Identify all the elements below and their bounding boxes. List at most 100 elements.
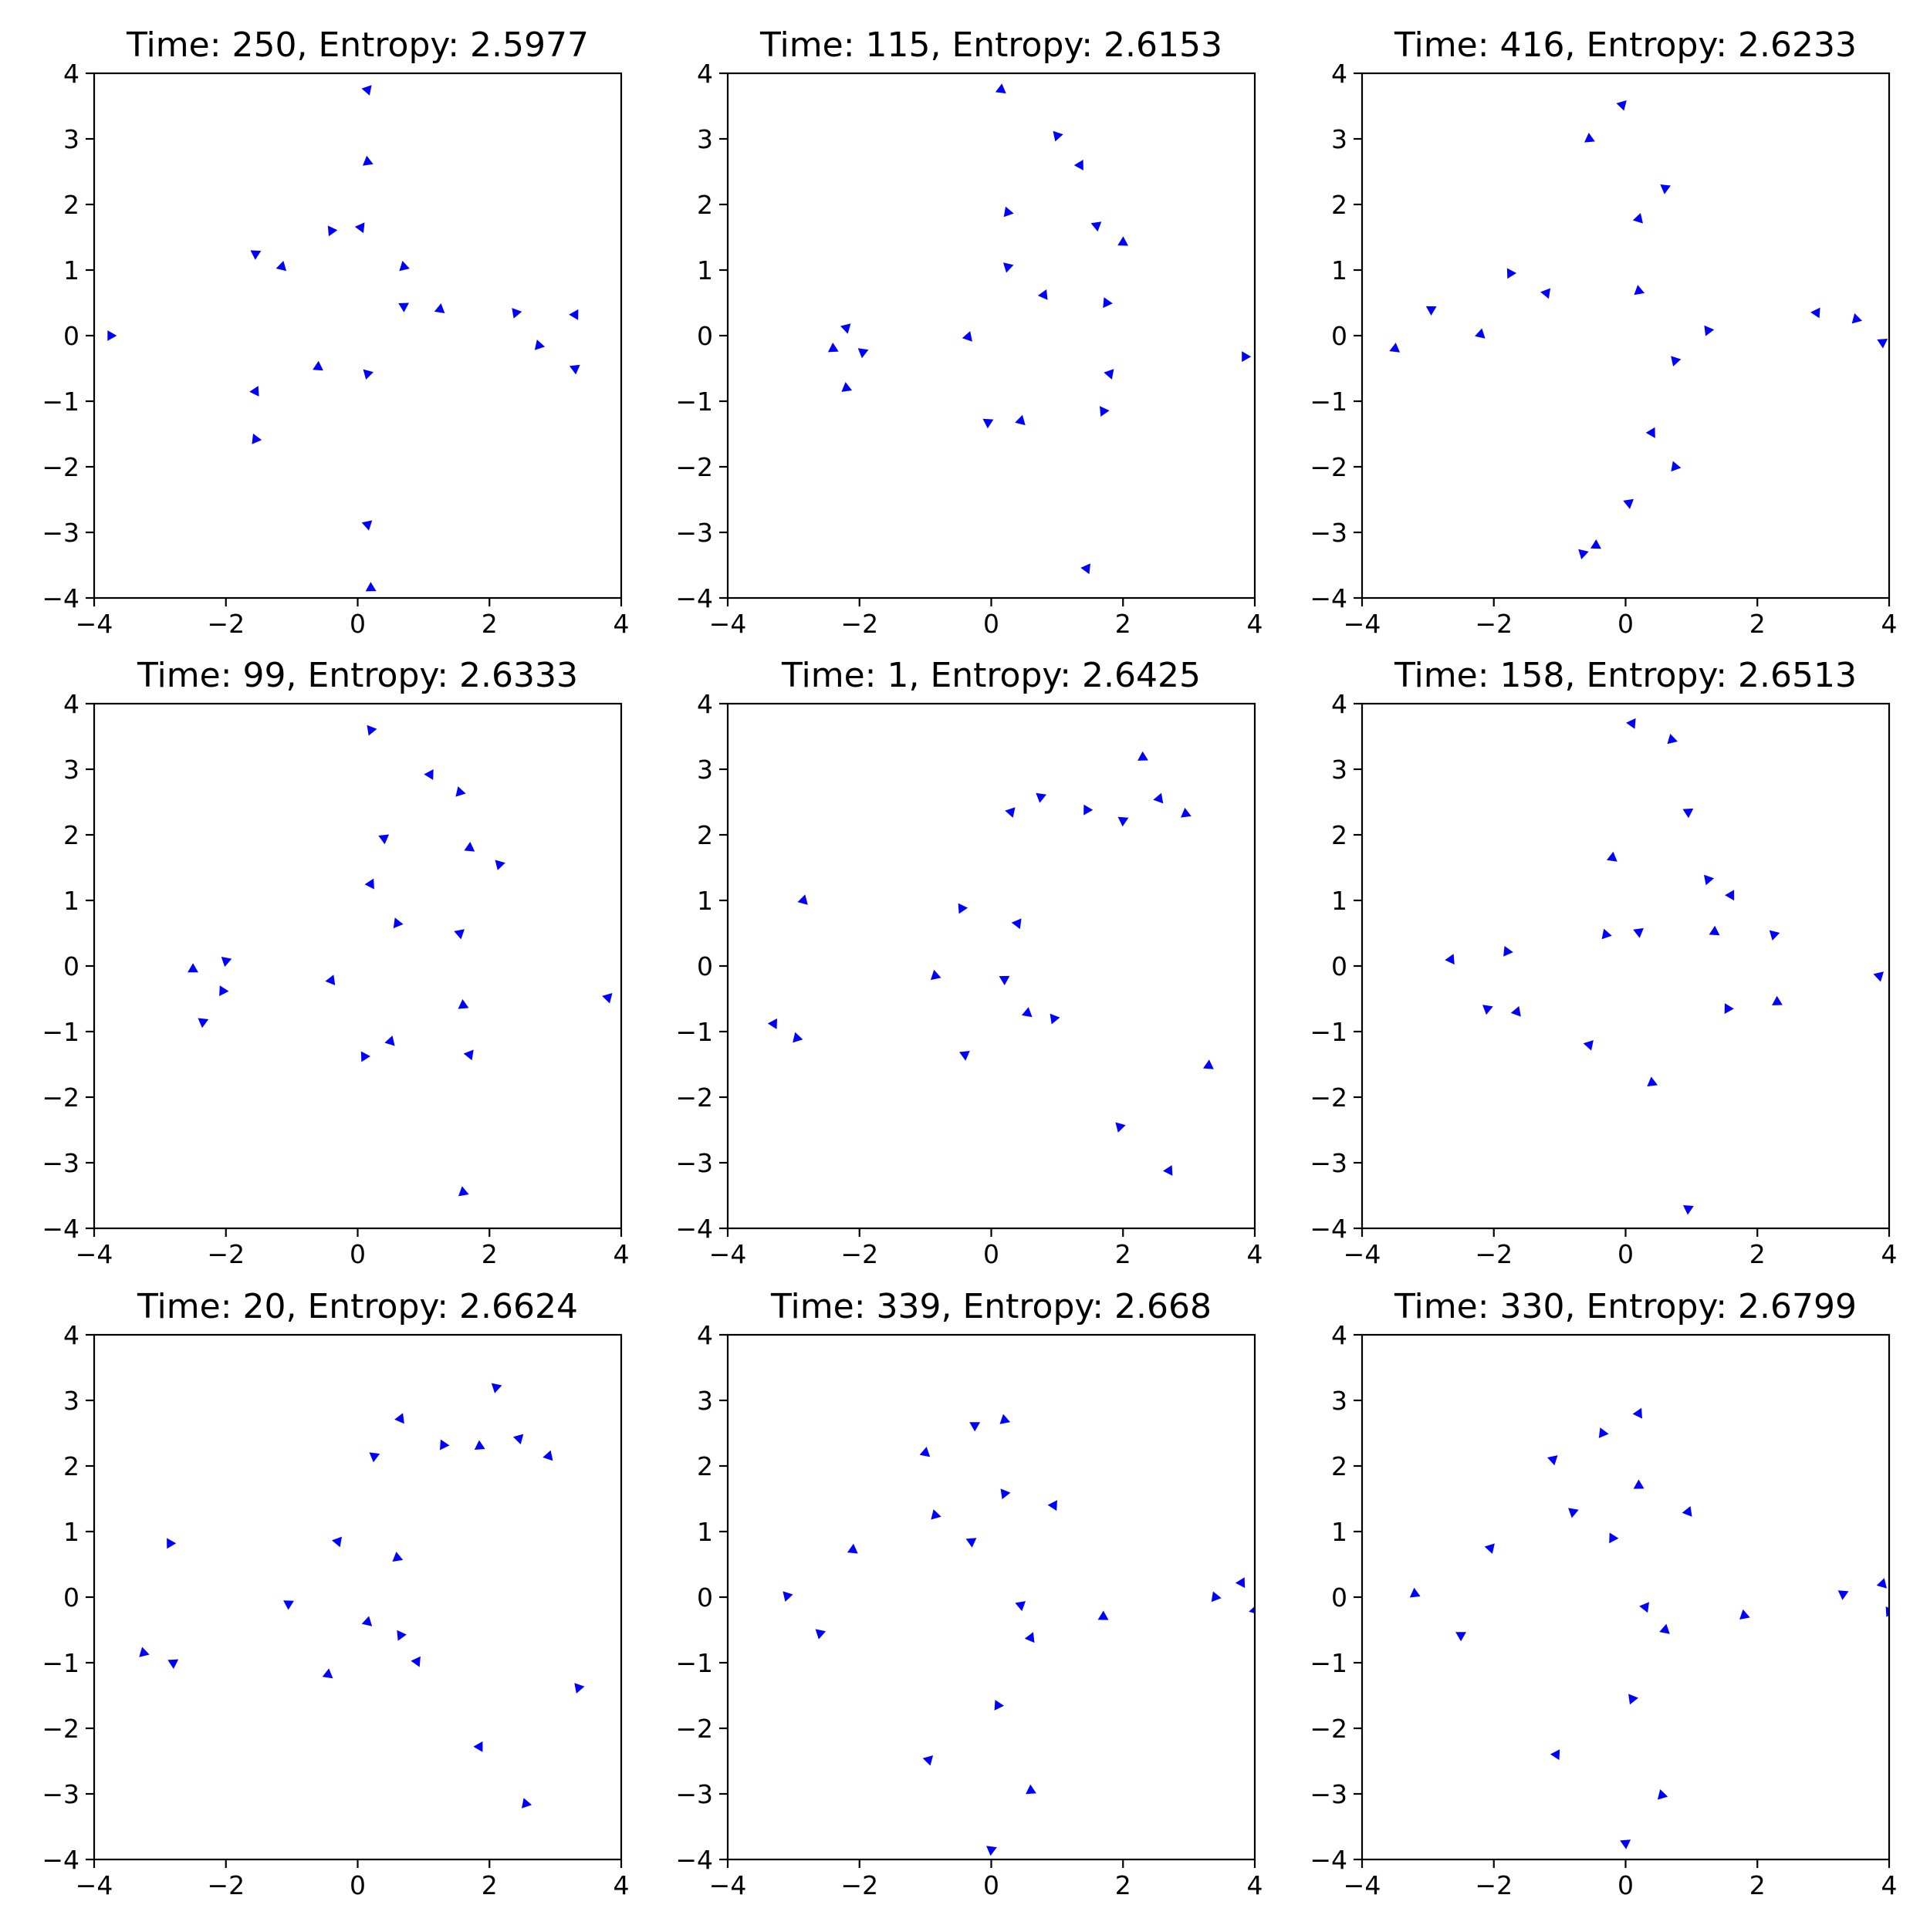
data-point [965,1538,977,1548]
data-point [1024,1632,1035,1643]
data-point [1103,297,1113,309]
data-point [1632,213,1643,224]
subplot-title: Time: 158, Entropy: 2.6513 [1394,656,1857,695]
y-tick-label: 3 [63,755,79,785]
y-tick-label: 3 [63,1386,79,1416]
y-tick-label: 1 [63,886,79,916]
data-point [458,999,469,1009]
subplot-5: Time: 1, Entropy: 2.6425 −4 −2 0 2 4 4 3 2 1 0 −1 −2… [675,656,1263,1269]
y-tick-label: −3 [42,518,79,548]
data-point [969,1422,981,1432]
data-point [1015,414,1026,426]
data-point [857,348,869,359]
axes-frame [93,1333,623,1861]
data-point [1053,130,1063,142]
y-tick-label: 3 [63,124,79,154]
data-point [1607,851,1617,862]
data-point [1409,1587,1421,1598]
data-point [1050,1013,1060,1025]
x-tick-label: 2 [1749,1870,1766,1900]
data-point [1578,549,1589,559]
y-tick-label: −3 [1310,1779,1347,1809]
data-point [1235,1577,1246,1589]
x-tick-label: −4 [76,1239,113,1269]
markers [1445,718,1884,1215]
data-point [384,1035,395,1046]
y-tick-label: −1 [675,1648,713,1678]
y-tick-label: −2 [675,452,713,482]
data-point [1506,268,1517,279]
data-point [1000,1488,1011,1500]
y-tick-label: 2 [63,820,79,850]
y-tick-label: 0 [63,321,79,351]
data-point [1455,1632,1466,1642]
x-tick-label: 0 [983,1239,999,1269]
data-point [1003,262,1014,273]
data-point [959,1051,970,1061]
data-point [1633,1479,1645,1489]
data-point [962,331,972,342]
data-point [1772,995,1783,1005]
data-point [1590,539,1601,549]
axes-frame [1361,1333,1891,1861]
data-point [1036,792,1046,803]
data-point [534,339,546,350]
data-point [464,842,475,852]
data-point [1620,1839,1631,1849]
data-point [1639,1602,1649,1613]
data-point [602,993,613,1004]
data-point [1015,1601,1026,1612]
data-point [767,1018,777,1029]
data-point [397,1630,407,1641]
data-point [1885,1606,1889,1617]
data-point [1540,288,1551,299]
x-tick-label: −2 [1475,1239,1513,1269]
data-point [1633,927,1644,938]
data-point [474,1440,485,1450]
y-tick-label: 4 [63,59,79,89]
data-point [1242,351,1252,363]
y-tick-label: 4 [1331,1320,1347,1350]
y-tick-label: 4 [1331,689,1347,719]
data-point [1097,1610,1109,1620]
data-point [367,724,377,736]
data-point [1090,221,1102,232]
data-point [1510,1006,1521,1017]
data-point [840,323,851,334]
data-point [392,1552,404,1562]
y-tick-label: −1 [1310,1648,1347,1678]
markers [783,1414,1255,1856]
data-point [360,1051,370,1062]
data-point [167,1659,179,1669]
data-point [1550,1749,1560,1761]
y-tick-label: −2 [1310,1714,1347,1744]
data-point [922,1755,934,1766]
y-tick-label: 3 [1331,1386,1347,1416]
y-tick-label: 3 [697,755,713,785]
axes-frame [93,702,623,1230]
data-point [931,1509,941,1520]
y-tick-label: −1 [675,387,713,417]
data-point [815,1629,826,1640]
data-point [394,1413,404,1424]
x-tick-label: 2 [1749,1239,1766,1269]
x-tick-label: 4 [1881,1239,1898,1269]
y-tick-label: 1 [63,255,79,285]
data-point [434,303,445,313]
markers [1409,1407,1889,1849]
data-point [958,903,968,914]
y-tick-label: −2 [42,452,79,482]
y-tick-label: 0 [697,321,713,351]
data-point [1203,1059,1214,1069]
data-point [1484,1543,1495,1554]
subplot-title: Time: 20, Entropy: 2.6624 [137,1287,578,1326]
data-point [188,963,198,973]
data-point [1445,954,1455,965]
x-tick-label: 2 [1749,609,1766,639]
data-point [1073,160,1083,171]
markers [139,1383,585,1809]
data-point [1876,1578,1887,1589]
subplot-1: Time: 250, Entropy: 2.5977 −4 −2 0 2 4 4 3 2 1 0 −1… [42,25,629,639]
data-point [793,1032,803,1043]
x-tick-label: 4 [1881,609,1898,639]
